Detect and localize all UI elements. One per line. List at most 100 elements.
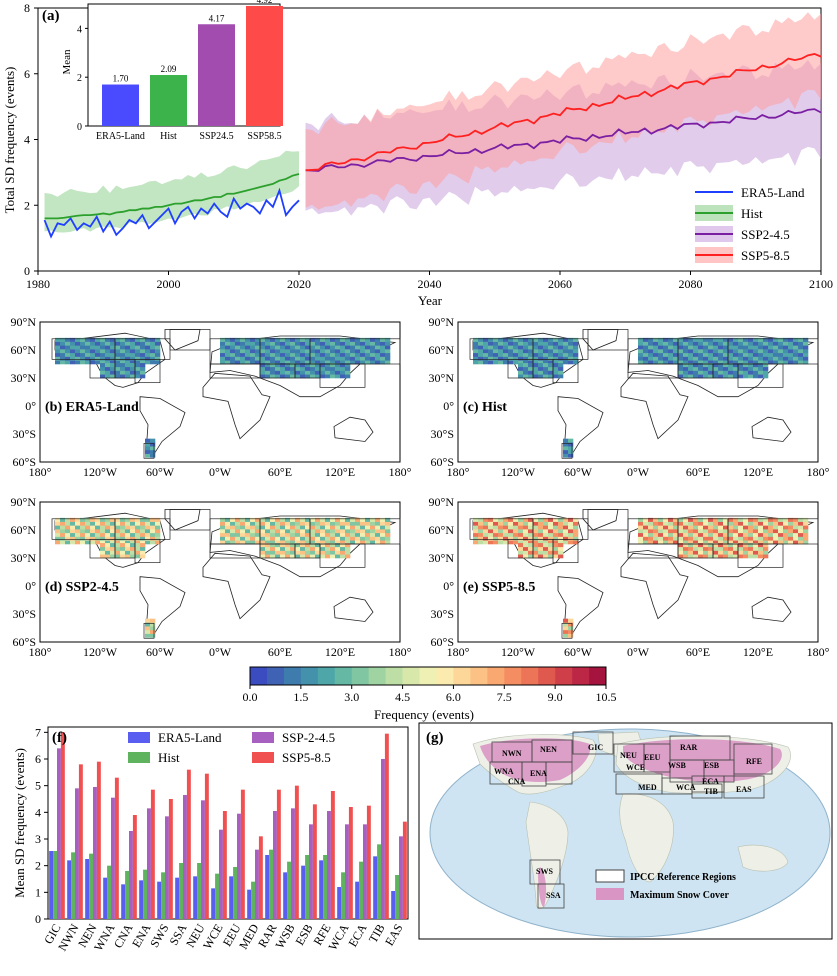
frequency-cell [728, 543, 734, 548]
frequency-cell [105, 370, 111, 375]
frequency-cell [703, 370, 709, 375]
frequency-cell [783, 337, 789, 342]
frequency-cell [320, 366, 326, 371]
frequency-cell [688, 370, 694, 375]
frequency-cell [698, 517, 704, 522]
frequency-cell [748, 543, 754, 548]
frequency-cell [260, 337, 266, 342]
region-label-med: MED [638, 783, 657, 792]
frequency-cell [743, 341, 749, 346]
frequency-cell [733, 554, 739, 559]
bar-wna [114, 777, 119, 919]
frequency-cell [140, 525, 146, 530]
panel-f-bars [49, 732, 407, 919]
frequency-cell [693, 360, 699, 365]
frequency-cell [250, 529, 256, 534]
frequency-cell [145, 345, 151, 350]
y-tick-label: 0 [35, 912, 41, 926]
frequency-cell [280, 345, 286, 350]
frequency-cell [330, 550, 336, 555]
bar-eca [359, 861, 363, 919]
frequency-cell [340, 517, 346, 522]
colorbar-cell [419, 667, 437, 685]
frequency-cell [140, 366, 146, 371]
frequency-cell [638, 360, 644, 365]
frequency-cell [703, 536, 709, 541]
frequency-cell [658, 341, 664, 346]
frequency-cell [90, 529, 96, 534]
frequency-cell [55, 345, 61, 350]
bar-neu [193, 876, 198, 919]
frequency-cell [280, 536, 286, 541]
frequency-cell [345, 352, 351, 357]
frequency-cell [778, 540, 784, 545]
frequency-cell [145, 356, 151, 361]
frequency-cell [728, 345, 734, 350]
frequency-cell [493, 360, 499, 365]
bar-med [247, 889, 252, 919]
frequency-cell [693, 550, 699, 555]
frequency-cell [360, 360, 366, 365]
frequency-cell [753, 517, 759, 522]
frequency-cell [693, 341, 699, 346]
y-tick-label: 5 [35, 779, 41, 793]
bar-ena [150, 789, 155, 919]
frequency-cell [543, 374, 549, 379]
ipcc-box [561, 622, 573, 639]
frequency-cell [798, 521, 804, 526]
frequency-cell [335, 345, 341, 350]
frequency-cell [548, 352, 554, 357]
frequency-cell [693, 517, 699, 522]
frequency-cell [220, 540, 226, 545]
frequency-cell [370, 517, 376, 522]
frequency-cell [220, 349, 226, 354]
frequency-cell [723, 550, 729, 555]
frequency-cell [768, 532, 774, 537]
frequency-cell [90, 525, 96, 530]
frequency-cell [473, 337, 479, 342]
frequency-cell [220, 360, 226, 365]
frequency-cell [543, 532, 549, 537]
frequency-cell [548, 356, 554, 361]
frequency-cell [523, 536, 529, 541]
frequency-cell [778, 517, 784, 522]
frequency-cell [225, 525, 231, 530]
frequency-cell [110, 345, 116, 350]
frequency-cell [533, 356, 539, 361]
frequency-cell [370, 540, 376, 545]
frequency-cell [753, 345, 759, 350]
frequency-cell [120, 363, 126, 368]
frequency-cell [220, 532, 226, 537]
frequency-cell [110, 554, 116, 559]
frequency-cell [473, 349, 479, 354]
frequency-cell [693, 536, 699, 541]
frequency-cell [145, 633, 151, 638]
frequency-cell [75, 360, 81, 365]
frequency-cell [150, 341, 156, 346]
frequency-cell [703, 540, 709, 545]
frequency-cell [538, 374, 544, 379]
frequency-cell [235, 540, 241, 545]
frequency-cell [768, 352, 774, 357]
frequency-cell [95, 360, 101, 365]
frequency-cell [543, 525, 549, 530]
frequency-cell [120, 525, 126, 530]
frequency-cell [290, 554, 296, 559]
frequency-cell [290, 543, 296, 548]
frequency-cell [285, 521, 291, 526]
frequency-cell [120, 546, 126, 551]
y-tick-label: 1 [35, 885, 41, 899]
snow-cover-eurasia [623, 739, 782, 783]
frequency-cell [305, 517, 311, 522]
frequency-cell [758, 374, 764, 379]
frequency-cell [648, 521, 654, 526]
frequency-cell [230, 356, 236, 361]
frequency-cell [748, 550, 754, 555]
frequency-cell [478, 540, 484, 545]
frequency-cell [90, 345, 96, 350]
frequency-cell [708, 374, 714, 379]
frequency-cell [533, 345, 539, 350]
frequency-cell [75, 337, 81, 342]
frequency-cell [548, 517, 554, 522]
frequency-cell [573, 345, 579, 350]
